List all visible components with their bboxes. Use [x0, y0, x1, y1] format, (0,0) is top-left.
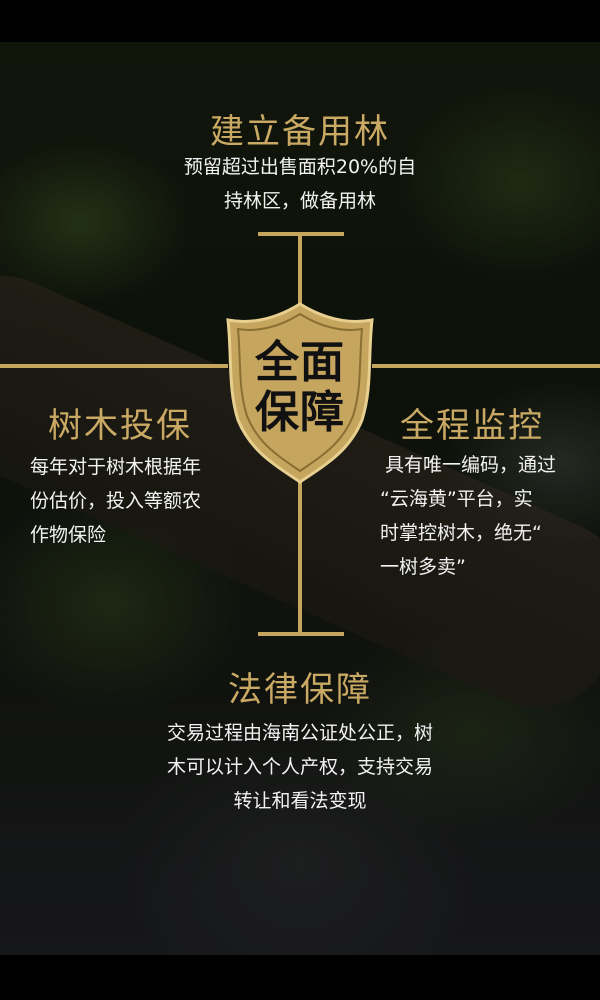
- section-desc-right-line2: “云海黄”平台，实: [380, 488, 533, 510]
- section-desc-bottom-line2: 木可以计入个人产权，支持交易: [166, 756, 433, 778]
- section-desc-left-line2: 份估价，投入等额农: [30, 490, 202, 512]
- section-desc-right-line1: 具有唯一编码，通过: [385, 454, 557, 476]
- section-title-bottom: 法律保障: [228, 670, 372, 710]
- top-black-band: [0, 0, 600, 42]
- section-desc-left-line3: 作物保险: [30, 524, 107, 546]
- section-desc-right-line3: 时掌控树木，绝无“: [380, 522, 542, 544]
- vertical-divider-bottom: [298, 472, 302, 636]
- bottom-connector-horizontal: [258, 632, 344, 636]
- bottom-black-band: [0, 955, 600, 1000]
- section-title-top: 建立备用林: [210, 112, 390, 152]
- shield-icon: [226, 302, 374, 484]
- center-badge-line2: 保障: [255, 387, 345, 438]
- horizontal-divider-left: [0, 364, 228, 368]
- section-desc-bottom-line1: 交易过程由海南公证处公正，树: [166, 722, 433, 744]
- section-title-left: 树木投保: [48, 406, 192, 446]
- section-title-right: 全程监控: [400, 406, 544, 446]
- section-desc-left-line1: 每年对于树木根据年: [30, 456, 202, 478]
- center-badge-line1: 全面: [255, 337, 345, 388]
- vertical-divider-top: [298, 232, 302, 312]
- section-desc-top-line2: 持林区，做备用林: [223, 190, 376, 212]
- section-desc-right-line4: 一树多卖”: [380, 556, 466, 578]
- section-desc-bottom-line3: 转让和看法变现: [233, 790, 367, 812]
- horizontal-divider-right: [372, 364, 600, 368]
- section-desc-top-line1: 预留超过出售面积20%的自: [183, 156, 417, 178]
